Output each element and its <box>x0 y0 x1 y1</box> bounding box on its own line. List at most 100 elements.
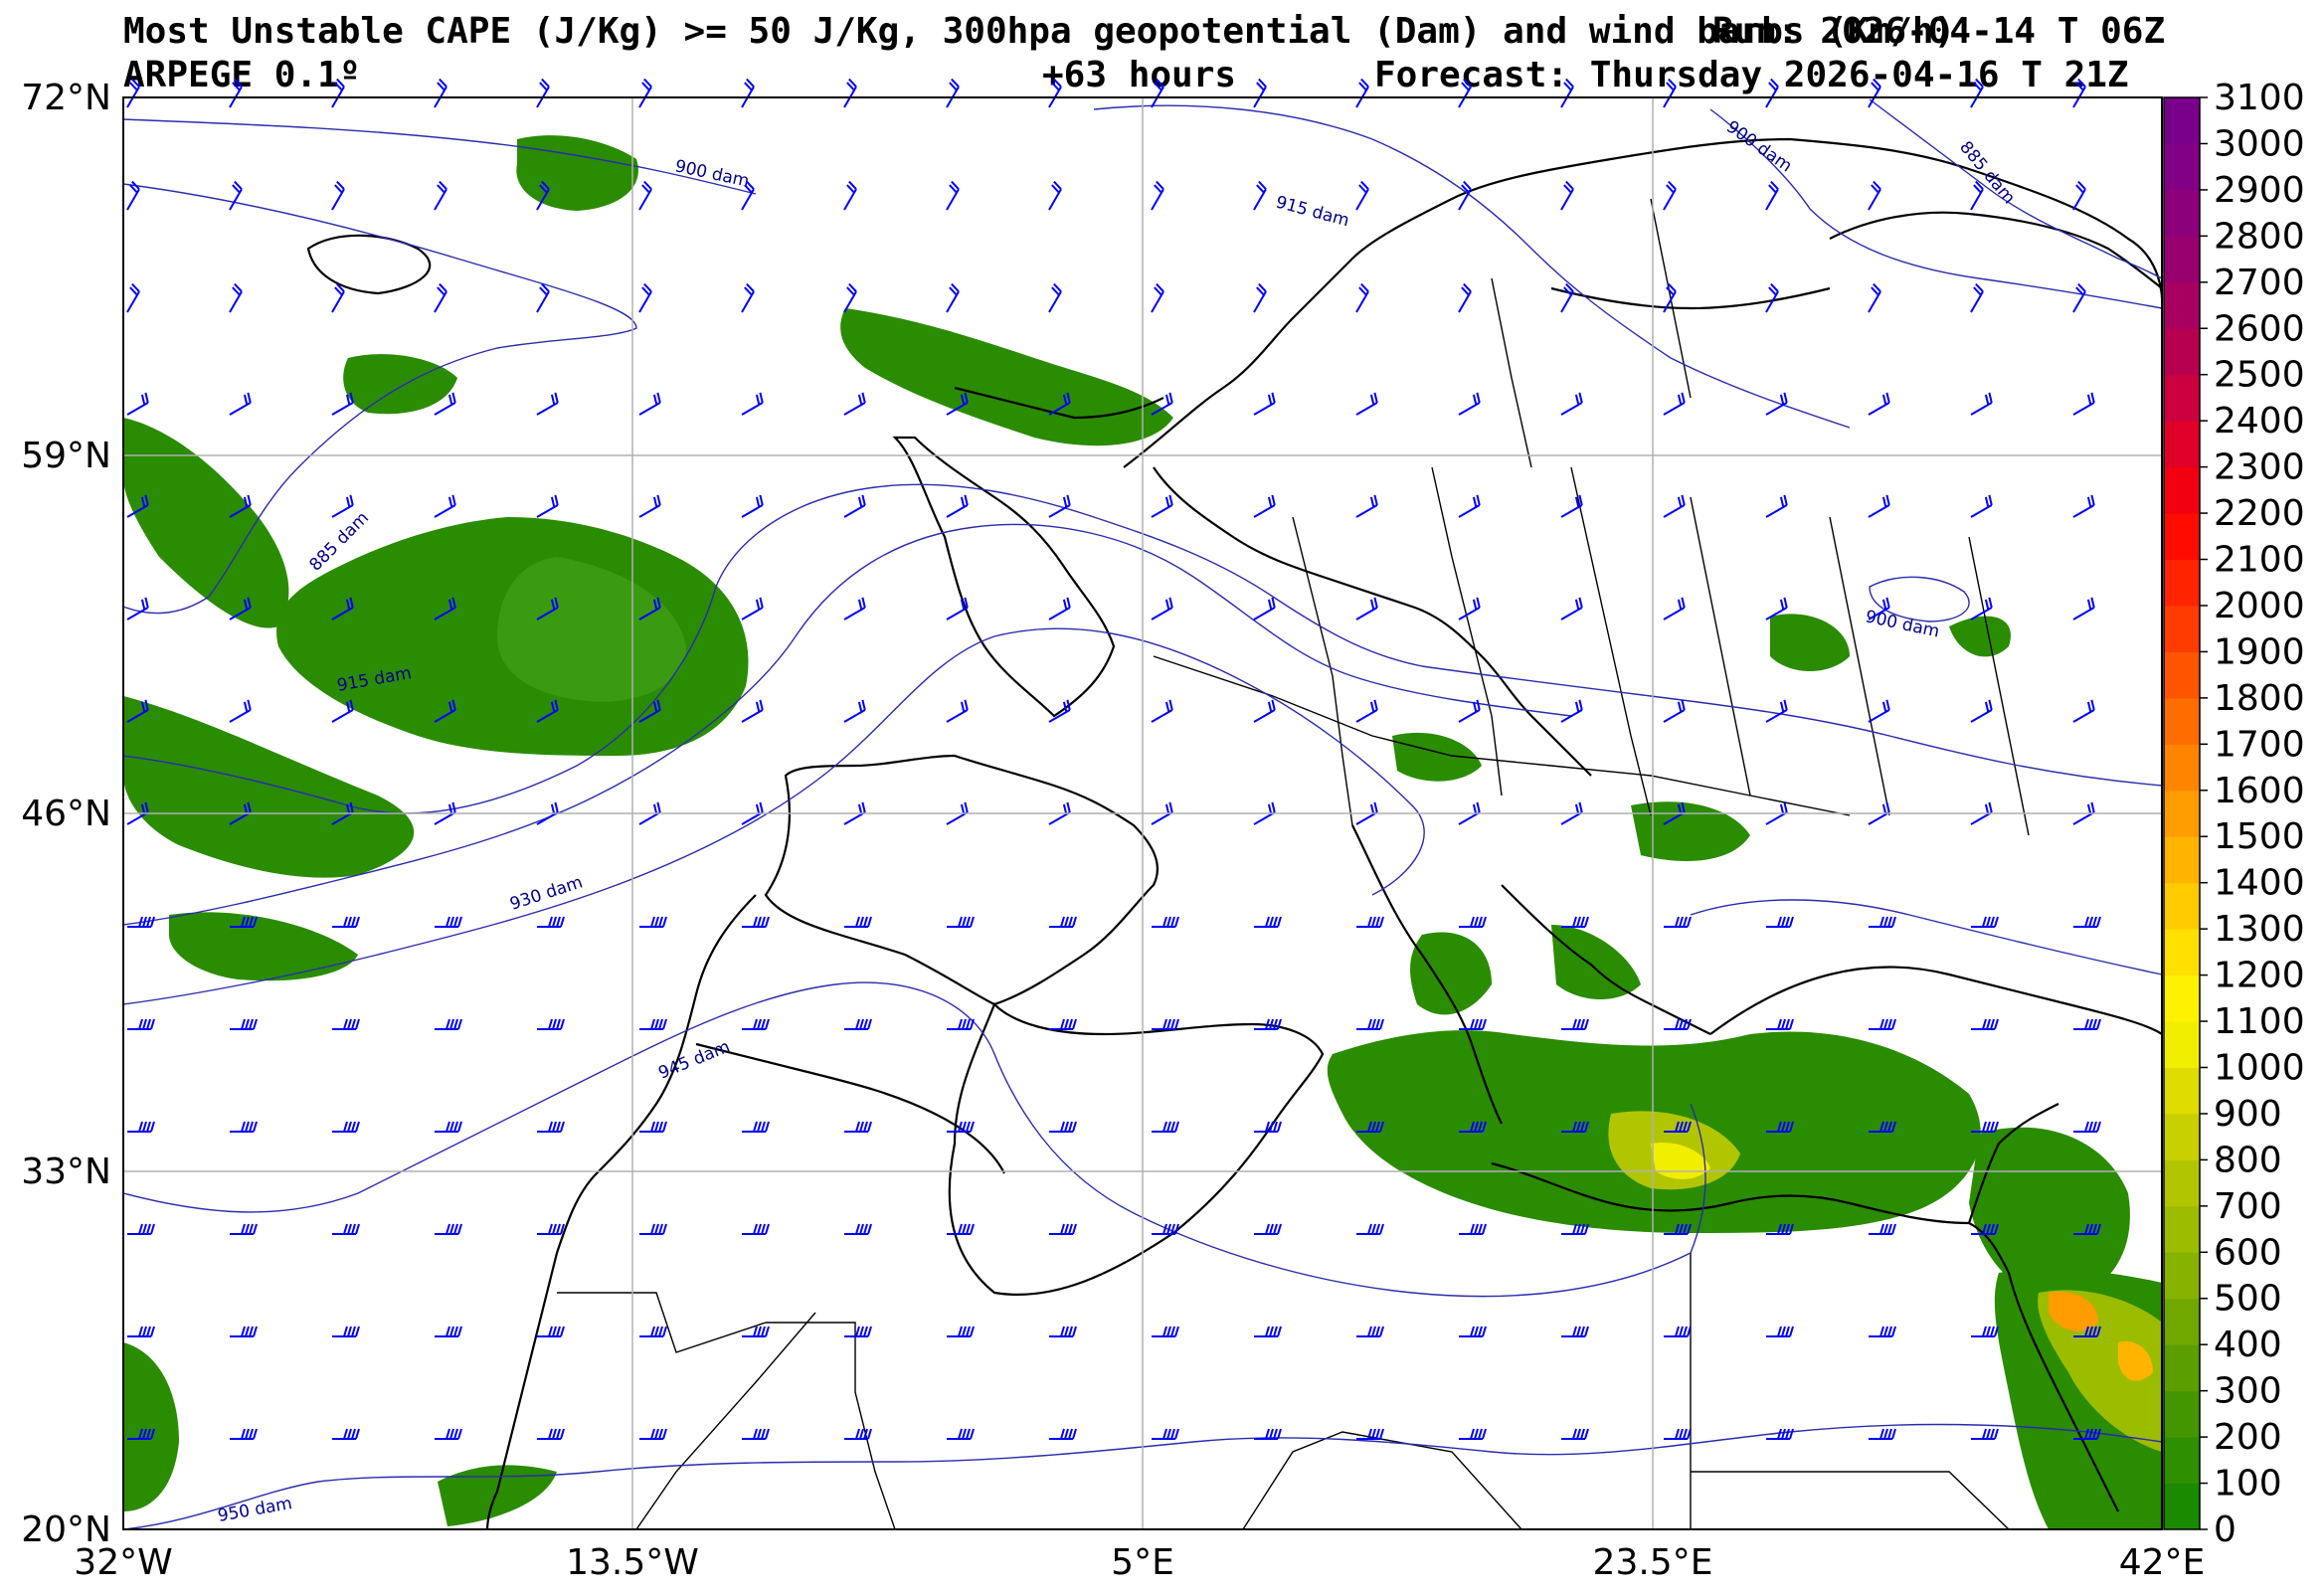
wind-barb <box>1765 699 1788 723</box>
contour-line <box>122 981 1706 1298</box>
colorbar-segment <box>2164 1021 2200 1068</box>
wind-barb <box>1560 282 1574 313</box>
wind-barb <box>434 282 447 313</box>
wind-barb <box>1458 597 1481 620</box>
wind-barb <box>1458 392 1481 416</box>
wind-barb <box>1253 597 1276 620</box>
wind-barb <box>332 1121 360 1133</box>
wind-barb <box>946 282 960 313</box>
cape-area <box>1551 925 1641 999</box>
wind-barb <box>434 392 456 416</box>
border <box>1829 516 1890 816</box>
wind-barb <box>537 1428 565 1440</box>
colorbar-tick-label: 100 <box>2214 1464 2282 1505</box>
wind-barb <box>638 699 661 723</box>
coastline <box>1709 966 2163 1035</box>
colorbar-segment <box>2164 1113 2200 1160</box>
wind-barb <box>742 1223 770 1235</box>
cape-area <box>123 696 415 878</box>
wind-barb <box>639 916 667 928</box>
colorbar-tick-label: 1700 <box>2214 724 2305 765</box>
wind-barb <box>844 1121 872 1133</box>
wind-barb <box>1869 1121 1896 1133</box>
wind-barb <box>1561 1223 1589 1235</box>
contour-line <box>122 183 637 615</box>
colorbar-tick-label: 800 <box>2214 1140 2282 1180</box>
wind-barb <box>1152 1428 1179 1440</box>
wind-barb <box>536 699 559 723</box>
cape-area <box>2049 1292 2098 1331</box>
wind-barb <box>1868 180 1881 211</box>
cape-area <box>343 354 457 415</box>
colorbar-tick-label: 500 <box>2214 1279 2282 1320</box>
wind-barb <box>332 916 360 928</box>
contour-line <box>1869 98 2163 279</box>
wind-barb <box>1152 1018 1179 1030</box>
wind-barb <box>1560 494 1583 518</box>
wind-barb <box>1560 180 1574 211</box>
wind-barb <box>1560 392 1583 416</box>
wind-barb <box>1152 1223 1179 1235</box>
wind-barb <box>1253 392 1276 416</box>
longitude-labels: 32°W 13.5°W 5°E 23.5°E 42°E <box>74 1542 2205 1583</box>
wind-barb <box>537 1121 565 1133</box>
colorbar-tick-label: 1000 <box>2214 1047 2305 1088</box>
wind-barb <box>434 494 456 518</box>
wind-barb <box>1971 1223 1999 1235</box>
wind-barb <box>1151 494 1173 518</box>
border <box>1691 1471 2010 1530</box>
wind-barb <box>1458 180 1472 211</box>
wind-barb <box>331 392 354 416</box>
contour-line <box>122 627 1425 1005</box>
wind-barb <box>844 1018 872 1030</box>
lat-label: 72°N <box>21 78 111 118</box>
wind-barb <box>1765 494 1788 518</box>
cape-area <box>169 912 358 981</box>
wind-barb <box>638 282 652 313</box>
wind-barb <box>1049 1121 1077 1133</box>
colorbar-tick-label: 2200 <box>2214 493 2305 534</box>
cape-area <box>1392 732 1482 782</box>
wind-barb <box>1048 494 1071 518</box>
wind-barb <box>1766 1326 1794 1337</box>
wind-barb <box>947 1428 975 1440</box>
colorbar-tick-label: 400 <box>2214 1325 2282 1365</box>
run-label: Run: 2026-04-14 T 06Z <box>1712 11 2166 52</box>
wind-barb <box>332 1223 360 1235</box>
wind-barb <box>1254 1326 1282 1337</box>
wind-barb <box>843 392 866 416</box>
wind-barb <box>1254 1428 1282 1440</box>
wind-barb <box>1049 916 1077 928</box>
wind-barb <box>435 1326 462 1337</box>
colorbar-segment <box>2164 1344 2200 1392</box>
wind-barb <box>1970 282 1984 313</box>
wind-barb <box>1254 916 1282 928</box>
wind-barb <box>1664 1121 1692 1133</box>
wind-barb <box>1048 392 1071 416</box>
colorbar-segment <box>2164 1067 2200 1115</box>
wind-barb <box>1355 392 1378 416</box>
wind-barb <box>229 392 252 416</box>
wind-barb <box>638 180 652 211</box>
colorbar-tick-label: 2900 <box>2214 170 2305 211</box>
wind-barb <box>1561 1121 1589 1133</box>
wind-barb <box>844 1428 872 1440</box>
colorbar-segment <box>2164 651 2200 699</box>
wind-barb <box>639 1428 667 1440</box>
wind-barb <box>1048 180 1062 211</box>
wind-barb <box>946 597 969 620</box>
wind-barb <box>1765 392 1788 416</box>
wind-barb <box>947 1121 975 1133</box>
colorbar-tick-label: 3100 <box>2214 78 2305 118</box>
wind-barb <box>843 699 866 723</box>
wind-barb <box>2073 1428 2101 1440</box>
colorbar-tick-label: 1800 <box>2214 678 2305 719</box>
colorbar-segment <box>2164 236 2200 283</box>
colorbar-tick-label: 1900 <box>2214 631 2305 672</box>
cape-area <box>123 418 289 628</box>
colorbar-segment <box>2164 1390 2200 1438</box>
wind-barb <box>1663 494 1686 518</box>
wind-barb <box>126 494 149 518</box>
colorbar-tick-label: 1600 <box>2214 771 2305 811</box>
